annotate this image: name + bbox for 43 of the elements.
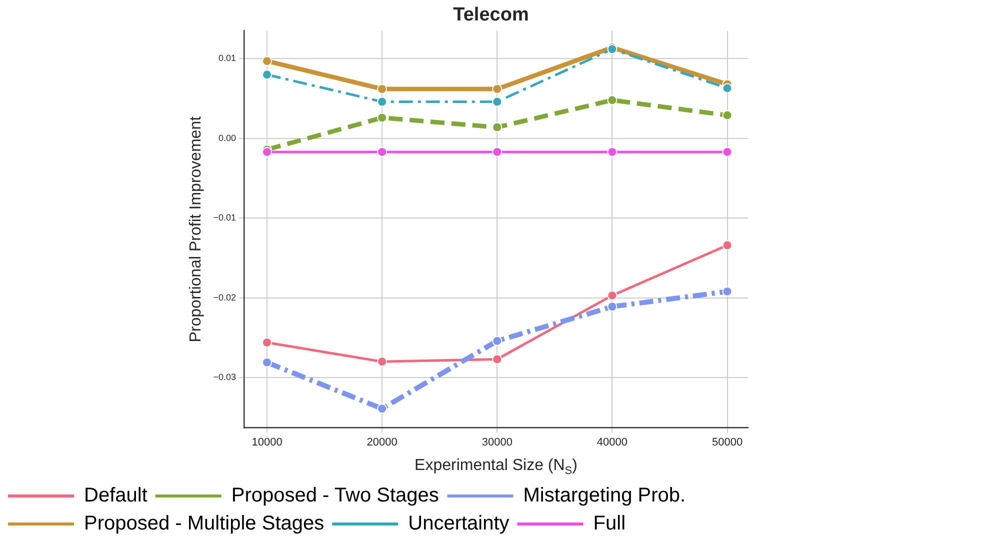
legend-label: Proposed - Two Stages (231, 484, 439, 507)
point (722, 286, 732, 296)
point (607, 146, 618, 157)
chart-title: Telecom (453, 4, 529, 26)
legend-label: Uncertainty (408, 512, 510, 535)
point (262, 70, 272, 80)
point (492, 336, 502, 346)
point (262, 56, 272, 66)
point (722, 110, 732, 120)
y-tick-label: −0.02 (213, 292, 236, 302)
point (377, 146, 388, 157)
x-tick-label: 30000 (482, 436, 512, 448)
point (607, 290, 618, 300)
point (492, 146, 502, 157)
y-tick-label: −0.01 (213, 212, 236, 223)
y-axis-title: Proportional Profit Improvement (187, 116, 204, 342)
legend-label: Proposed - Multiple Stages (84, 512, 324, 535)
point (722, 240, 732, 250)
point (262, 338, 272, 348)
y-tick-label: 0.00 (218, 132, 236, 143)
point (377, 404, 388, 414)
x-tick-label: 40000 (596, 436, 628, 448)
point (492, 84, 502, 94)
point (722, 83, 732, 94)
point (492, 122, 502, 132)
point (377, 112, 388, 123)
x-tick-label: 20000 (366, 436, 398, 448)
point (377, 84, 388, 94)
legend-label: Default (84, 484, 148, 507)
x-tick-label: 10000 (252, 436, 282, 448)
x-tick-label: 50000 (712, 436, 743, 448)
point (492, 354, 502, 364)
point (262, 357, 272, 368)
point (377, 356, 388, 367)
point (722, 146, 732, 157)
point (492, 96, 502, 107)
y-tick-label: 0.01 (218, 53, 236, 64)
point (607, 302, 618, 312)
y-tick-label: −0.03 (213, 372, 236, 382)
point (377, 96, 388, 107)
legend-label: Full (593, 512, 626, 535)
legend-label: Mistargeting Prob. (523, 484, 686, 507)
point (607, 95, 618, 106)
